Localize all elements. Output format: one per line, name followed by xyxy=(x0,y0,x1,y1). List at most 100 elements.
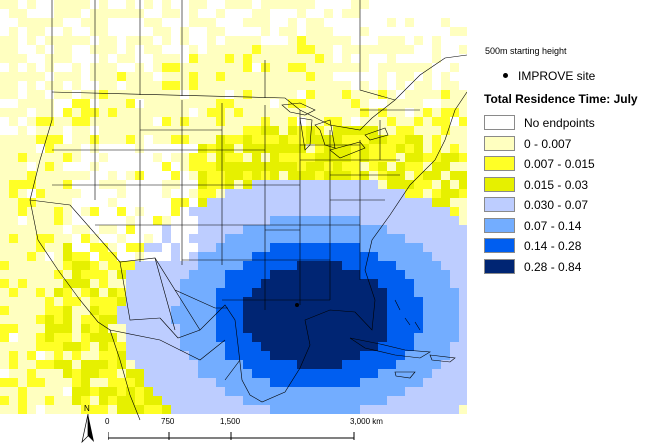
grid-cell xyxy=(324,279,333,288)
grid-cell xyxy=(360,324,369,333)
grid-cell xyxy=(108,306,117,315)
grid-cell xyxy=(405,216,414,225)
grid-cell xyxy=(27,63,36,72)
map-panel[interactable]: N 0 750 1,500 3,000 km xyxy=(0,0,467,446)
grid-cell xyxy=(270,0,279,9)
grid-cell xyxy=(432,288,441,297)
grid-cell xyxy=(189,306,198,315)
grid-cell xyxy=(144,108,153,117)
grid-cell xyxy=(279,297,288,306)
grid-cell xyxy=(279,261,288,270)
grid-cell xyxy=(180,360,189,369)
grid-cell xyxy=(360,225,369,234)
grid-cell xyxy=(207,234,216,243)
grid-cell xyxy=(234,306,243,315)
grid-cell xyxy=(9,261,18,270)
grid-cell xyxy=(243,171,252,180)
grid-cell xyxy=(81,225,90,234)
grid-cell xyxy=(387,252,396,261)
grid-cell xyxy=(90,405,99,414)
grid-cell xyxy=(414,90,423,99)
grid-cell xyxy=(126,108,135,117)
grid-cell xyxy=(306,387,315,396)
grid-cell xyxy=(162,126,171,135)
grid-cell xyxy=(234,342,243,351)
grid-cell xyxy=(81,360,90,369)
grid-cell xyxy=(288,72,297,81)
grid-cell xyxy=(45,144,54,153)
grid-cell xyxy=(441,351,450,360)
grid-cell xyxy=(126,54,135,63)
grid-cell xyxy=(306,18,315,27)
grid-cell xyxy=(324,180,333,189)
grid-cell xyxy=(252,405,261,414)
grid-cell xyxy=(342,405,351,414)
grid-cell xyxy=(234,90,243,99)
grid-cell xyxy=(342,171,351,180)
grid-cell xyxy=(279,252,288,261)
grid-cell xyxy=(54,324,63,333)
grid-cell xyxy=(342,234,351,243)
grid-cell xyxy=(459,225,467,234)
grid-cell xyxy=(333,351,342,360)
scale-bar-graphic xyxy=(107,432,355,440)
grid-cell xyxy=(171,108,180,117)
grid-cell xyxy=(423,315,432,324)
grid-cell xyxy=(207,360,216,369)
grid-cell xyxy=(387,189,396,198)
grid-cell xyxy=(423,279,432,288)
grid-cell xyxy=(54,360,63,369)
grid-cell xyxy=(378,108,387,117)
grid-cell xyxy=(315,81,324,90)
grid-cell xyxy=(288,153,297,162)
grid-cell xyxy=(297,270,306,279)
grid-cell xyxy=(108,180,117,189)
grid-cell xyxy=(126,135,135,144)
grid-cell xyxy=(207,144,216,153)
grid-cell xyxy=(252,234,261,243)
grid-cell xyxy=(117,9,126,18)
grid-cell xyxy=(333,261,342,270)
grid-cell xyxy=(243,108,252,117)
grid-cell xyxy=(414,306,423,315)
grid-cell xyxy=(270,288,279,297)
grid-cell xyxy=(324,252,333,261)
grid-cell xyxy=(108,90,117,99)
grid-cell xyxy=(81,261,90,270)
grid-cell xyxy=(198,396,207,405)
grid-cell xyxy=(297,279,306,288)
grid-cell xyxy=(423,369,432,378)
grid-cell xyxy=(270,252,279,261)
grid-cell xyxy=(243,81,252,90)
grid-cell xyxy=(135,270,144,279)
grid-cell xyxy=(324,288,333,297)
grid-cell xyxy=(0,108,9,117)
grid-cell xyxy=(423,261,432,270)
grid-cell xyxy=(180,135,189,144)
grid-cell xyxy=(162,189,171,198)
grid-cell xyxy=(324,45,333,54)
grid-cell xyxy=(333,342,342,351)
grid-cell xyxy=(18,261,27,270)
grid-cell xyxy=(261,135,270,144)
grid-cell xyxy=(126,324,135,333)
grid-cell xyxy=(333,288,342,297)
grid-cell xyxy=(234,144,243,153)
improve-site-marker[interactable] xyxy=(295,303,299,307)
grid-cell xyxy=(369,234,378,243)
grid-cell xyxy=(324,261,333,270)
grid-cell xyxy=(378,36,387,45)
grid-cell xyxy=(315,387,324,396)
grid-cell xyxy=(270,162,279,171)
grid-cell xyxy=(423,108,432,117)
grid-cell xyxy=(27,225,36,234)
grid-cell xyxy=(360,279,369,288)
grid-cell xyxy=(225,360,234,369)
grid-cell xyxy=(108,171,117,180)
grid-cell xyxy=(423,405,432,414)
grid-cell xyxy=(396,189,405,198)
grid-cell xyxy=(153,405,162,414)
grid-cell xyxy=(198,81,207,90)
grid-cell xyxy=(27,72,36,81)
grid-cell xyxy=(351,171,360,180)
